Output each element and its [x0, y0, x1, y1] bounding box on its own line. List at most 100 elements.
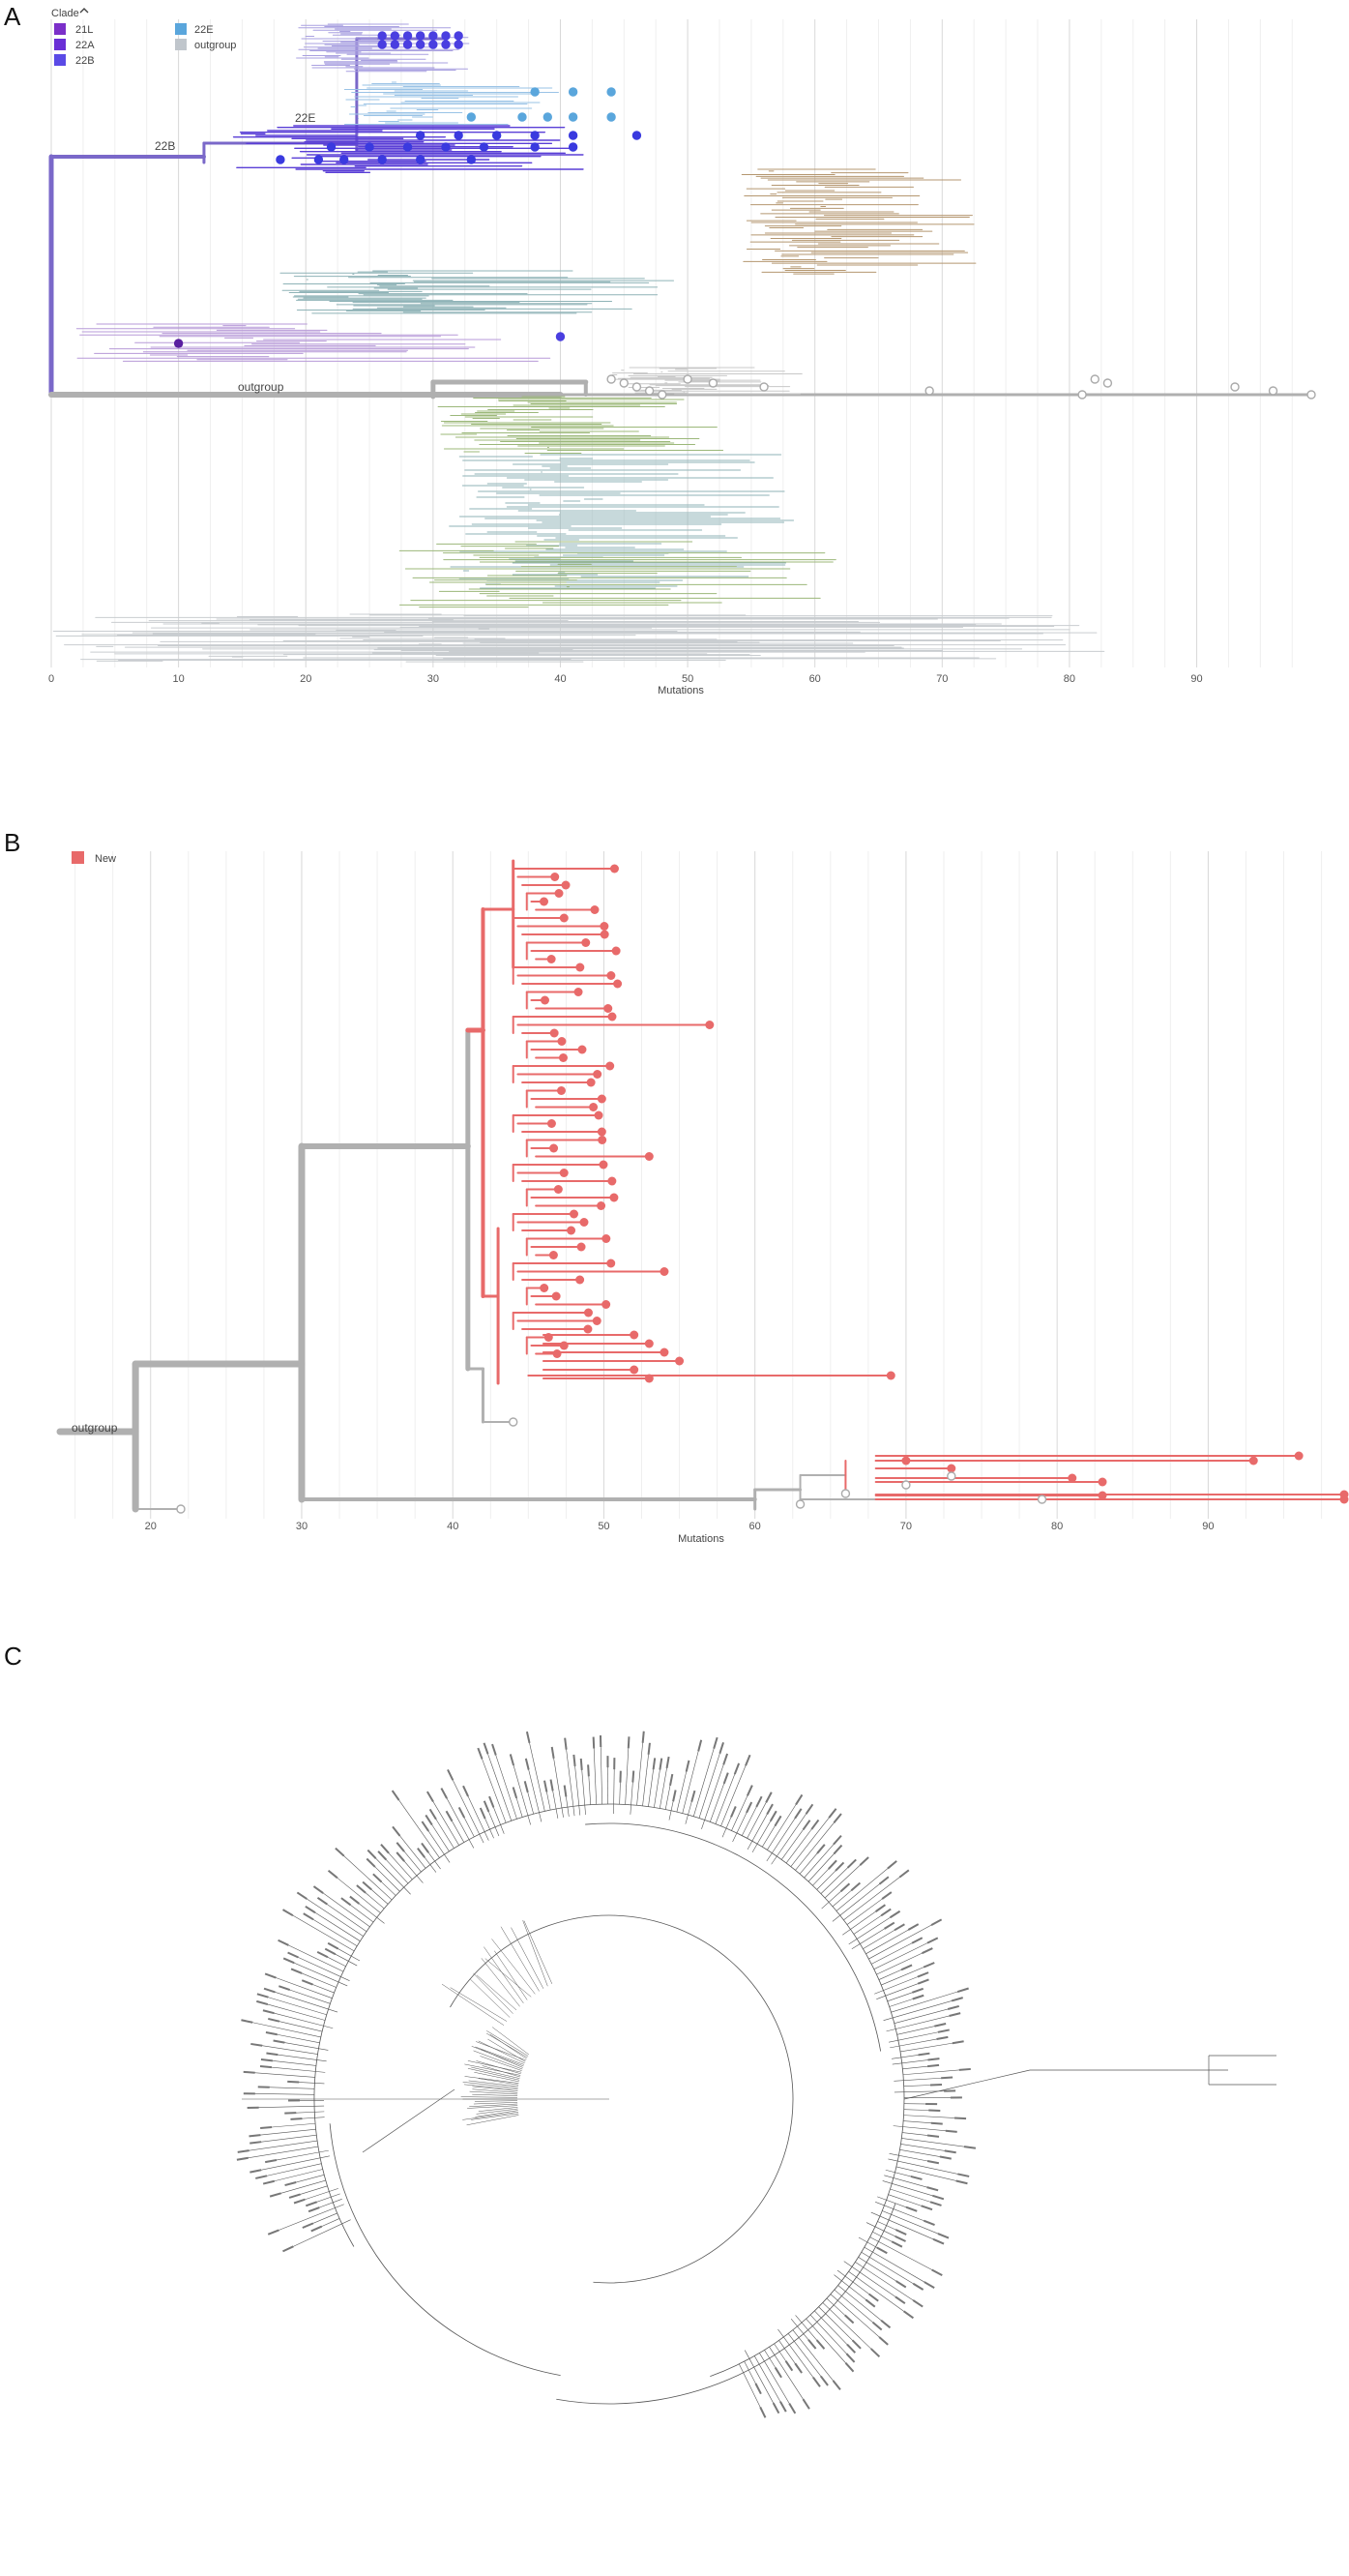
leaf-label-mark [794, 1808, 803, 1820]
leaf-label-mark [922, 1947, 933, 1955]
leaf-label-mark [945, 2129, 957, 2133]
tip-node [1037, 1495, 1047, 1504]
leaf-label-mark [865, 2298, 876, 2308]
tip-node [576, 1242, 586, 1252]
legend-item-22a[interactable]: 22A [54, 39, 95, 51]
branch [744, 2350, 777, 2409]
tip-node [658, 390, 667, 400]
legend-item-22b[interactable]: 22B [54, 54, 95, 67]
branch [480, 1753, 507, 1823]
leaf-label-mark [284, 2181, 297, 2187]
branch [807, 1849, 838, 1882]
leaf-label-mark [889, 1910, 901, 1919]
phylogenetic-tree-panel-b: 20 30 40 50 60 70 80 90 New outgroup Mutations [56, 851, 1349, 1545]
leaf-label-mark [579, 1758, 583, 1770]
legend-item-22e[interactable]: 22E [175, 23, 214, 36]
branch [864, 2246, 930, 2286]
leaf-label-mark [392, 1825, 401, 1837]
tip-node [402, 142, 413, 152]
leaf-label-mark [912, 2299, 924, 2308]
leaf-label-mark [912, 1987, 924, 1994]
branch [473, 2102, 518, 2105]
branch [466, 2115, 519, 2126]
branch [876, 1981, 924, 1999]
leaf-label-mark [929, 2083, 943, 2087]
branch [467, 2105, 518, 2109]
branch [484, 1958, 532, 1998]
leaf-label-mark [788, 2403, 797, 2414]
branch [636, 1736, 644, 1806]
leaf-label-mark [891, 2240, 903, 2248]
leaf-label-mark [947, 2004, 960, 2010]
branch [843, 1873, 905, 1921]
branch [865, 1926, 914, 1955]
leaf-label-mark [440, 1788, 448, 1799]
legend-item-outgroup[interactable]: outgroup [175, 39, 236, 51]
leaf-label-mark [316, 1896, 328, 1906]
leaf-label-mark [832, 2380, 841, 2391]
branch [863, 1927, 900, 1949]
leaf-label-mark [356, 1884, 367, 1894]
branch [511, 1927, 544, 1989]
tip-node [586, 1078, 596, 1087]
leaf-label-mark [894, 1923, 905, 1932]
tip-node [683, 374, 692, 384]
tip-node [660, 1347, 669, 1357]
branch [523, 1920, 553, 1984]
leaf-label-mark [282, 1957, 295, 1965]
branch [395, 1794, 440, 1858]
branch [836, 1864, 893, 1911]
branch [470, 1978, 511, 2018]
tip-node [705, 1021, 715, 1029]
node-label-outgroup: outgroup [72, 1421, 118, 1435]
chevron-up-icon[interactable] [79, 8, 89, 14]
leaf-label-mark [754, 2383, 762, 2395]
x-tick-label: 90 [1190, 673, 1202, 685]
tip-node [644, 1152, 654, 1161]
leaf-label-mark [921, 2205, 933, 2211]
branch [747, 1809, 771, 1851]
tip-node [313, 155, 324, 164]
branch [676, 1765, 689, 1813]
leaf-label-mark [282, 2245, 294, 2253]
tip-node [601, 1234, 611, 1243]
leaf-label-mark [592, 1736, 596, 1749]
branch [396, 1830, 426, 1869]
branch [354, 1899, 385, 1924]
leaf-label-mark [846, 1858, 857, 1869]
branch [371, 1853, 411, 1895]
leaf-label-mark [944, 2149, 956, 2154]
legend-item-21l[interactable]: 21L [54, 23, 93, 36]
leaf-label-mark [483, 1800, 490, 1813]
leaf-label-mark [259, 2065, 273, 2069]
tip-node [599, 1160, 608, 1170]
leaf-label-mark [396, 1842, 405, 1852]
branch [475, 2046, 525, 2065]
branch [891, 1989, 964, 2013]
tip-node [550, 873, 560, 881]
tip-node [589, 1103, 599, 1111]
legend-label: 22E [194, 24, 214, 36]
branch [469, 2103, 518, 2108]
branch [861, 2251, 919, 2288]
branch [261, 2002, 326, 2021]
legend-title-clade[interactable]: Clade [51, 8, 79, 19]
branch [485, 1748, 513, 1821]
tip-node [530, 87, 540, 97]
branch [871, 1939, 918, 1965]
branch [869, 2236, 938, 2273]
leaf-label-mark [844, 2362, 855, 2373]
leaf-label-mark [249, 2169, 262, 2174]
tip-node [1339, 1490, 1349, 1499]
leaf-label-mark [903, 2310, 915, 2320]
tip-node [1098, 1491, 1107, 1500]
x-tick-label: 80 [1051, 1521, 1063, 1532]
leaf-label-mark [477, 1747, 484, 1760]
tip-node [548, 1251, 558, 1259]
leaf-label-mark [895, 2280, 907, 2289]
tip-node [1306, 390, 1316, 400]
branch [290, 2175, 325, 2184]
leaf-label-mark [303, 1912, 314, 1921]
leaf-label-mark [936, 2035, 949, 2041]
legend-item-new[interactable]: New [72, 851, 116, 865]
